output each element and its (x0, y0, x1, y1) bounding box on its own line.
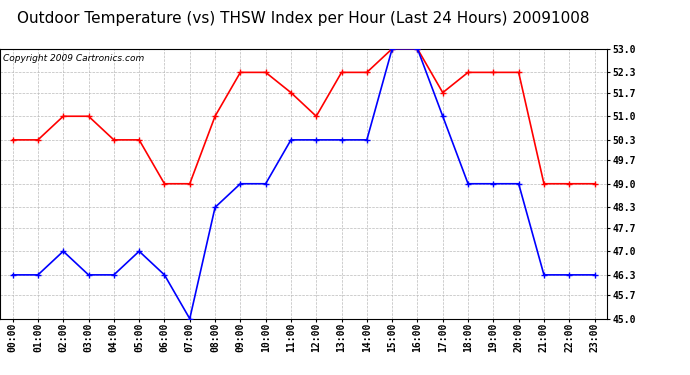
Text: Copyright 2009 Cartronics.com: Copyright 2009 Cartronics.com (3, 54, 144, 63)
Text: Outdoor Temperature (vs) THSW Index per Hour (Last 24 Hours) 20091008: Outdoor Temperature (vs) THSW Index per … (17, 11, 590, 26)
